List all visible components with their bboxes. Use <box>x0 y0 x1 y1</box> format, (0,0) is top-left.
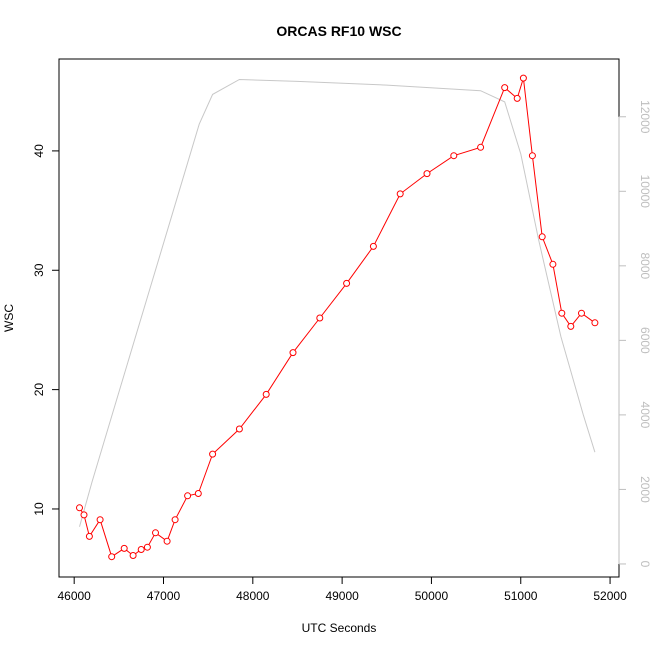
secondary-y-axis: 0 2000 4000 6000 8000 10000 12000 <box>618 100 650 568</box>
chart-title: ORCAS RF10 WSC <box>276 23 401 39</box>
wsc-data-point <box>96 516 104 524</box>
x-tick-label: 50000 <box>415 589 449 603</box>
wsc-series-line <box>79 77 596 558</box>
x-tick-label: 47000 <box>147 589 181 603</box>
y2-tick-label: 8000 <box>638 252 650 279</box>
y-tick-label: 10 <box>32 502 46 516</box>
wsc-data-point <box>108 553 116 561</box>
y2-tick-label: 12000 <box>638 100 650 134</box>
wsc-data-point <box>171 516 179 524</box>
wsc-data-point <box>120 544 128 552</box>
wsc-data-point <box>477 143 485 151</box>
wsc-data-point <box>85 532 93 540</box>
secondary-series-line <box>79 78 596 527</box>
wsc-data-point <box>343 279 351 287</box>
wsc-data-point <box>519 74 527 82</box>
wsc-data-point <box>184 492 192 500</box>
wsc-data-point <box>558 309 566 317</box>
wsc-data-point <box>549 260 557 268</box>
series-layer <box>76 74 599 561</box>
wsc-data-point <box>152 529 159 537</box>
y-tick-label: 20 <box>32 383 46 397</box>
wsc-data-point <box>289 349 297 357</box>
x-tick-label: 51000 <box>504 589 538 603</box>
y2-tick-label: 4000 <box>638 402 650 429</box>
wsc-data-point <box>262 390 270 398</box>
x-tick-label: 46000 <box>57 589 91 603</box>
x-tick-label: 52000 <box>593 589 627 603</box>
wsc-data-point <box>591 319 599 327</box>
wsc-data-point <box>235 425 243 433</box>
wsc-data-point <box>80 511 88 519</box>
wsc-data-point <box>137 546 145 553</box>
wsc-data-point <box>209 450 217 458</box>
x-tick-label: 48000 <box>236 589 270 603</box>
wsc-data-point <box>513 94 521 102</box>
wsc-data-point <box>143 543 151 551</box>
wsc-data-point <box>501 84 509 92</box>
x-axis: 46000 47000 48000 49000 50000 51000 52000 <box>57 576 627 603</box>
wsc-data-point <box>538 233 546 241</box>
wsc-data-point <box>450 152 458 160</box>
wsc-data-point <box>396 190 404 198</box>
x-axis-label: UTC Seconds <box>302 621 377 635</box>
x-tick-label: 49000 <box>325 589 359 603</box>
y2-tick-label: 10000 <box>638 175 650 209</box>
wsc-data-point <box>163 537 171 545</box>
y-axis-label: WSC <box>2 304 16 332</box>
wsc-data-point <box>567 322 575 330</box>
y2-tick-label: 2000 <box>638 476 650 503</box>
wsc-data-point <box>528 152 536 160</box>
wsc-data-point <box>369 242 377 250</box>
wsc-data-point <box>129 552 137 559</box>
y-tick-label: 30 <box>32 263 46 277</box>
wsc-data-point <box>194 490 202 497</box>
y-axis: 10 20 30 40 <box>32 144 60 516</box>
plot-frame <box>58 58 620 578</box>
wsc-data-point <box>423 170 431 178</box>
y-tick-label: 40 <box>32 144 46 158</box>
wsc-data-point <box>578 309 585 317</box>
wsc-data-point <box>316 314 324 322</box>
y2-tick-label: 0 <box>638 561 650 568</box>
wsc-data-point <box>76 504 83 512</box>
y2-tick-label: 6000 <box>638 327 650 354</box>
